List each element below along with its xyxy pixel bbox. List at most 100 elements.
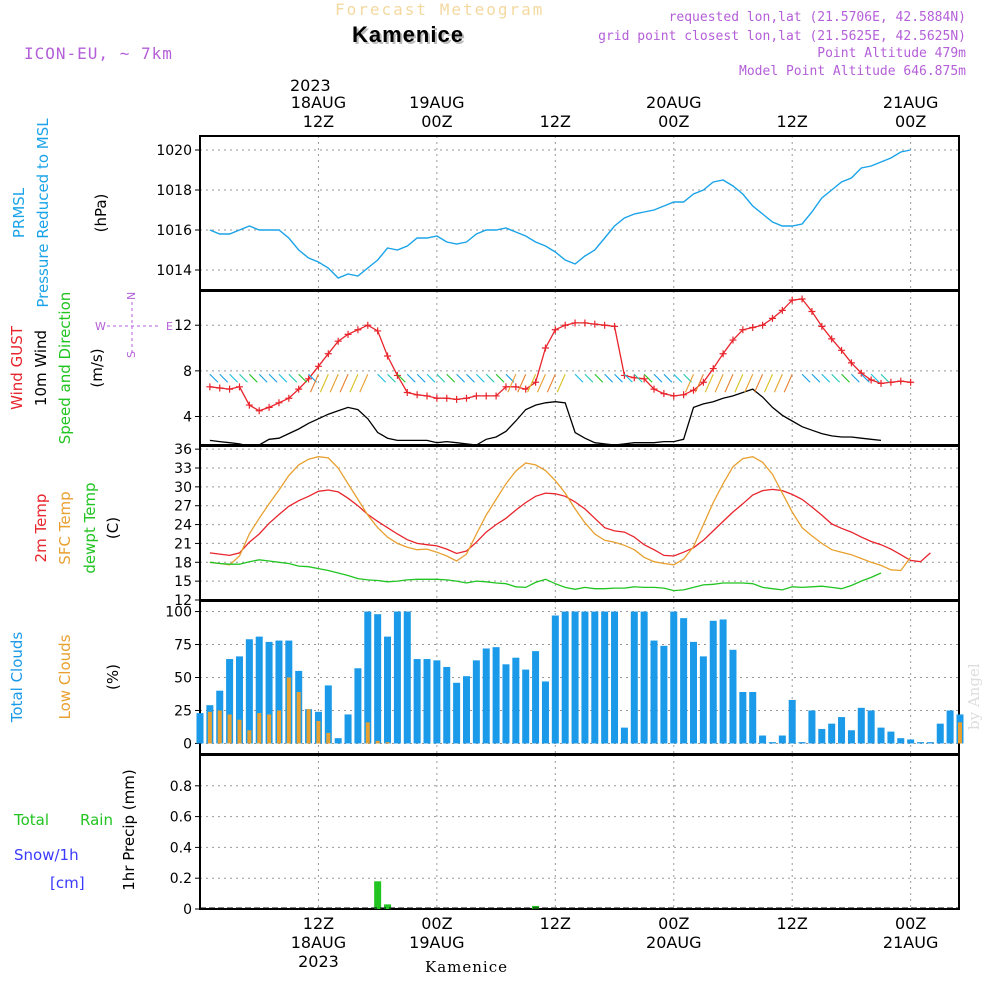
total-cloud-bar [670,611,678,744]
gust-marker [561,321,569,329]
wind-arrow [744,374,754,393]
gust-marker [581,319,589,327]
total-cloud-bar [433,660,441,744]
gust-marker [877,379,885,387]
wind-arrow [594,373,604,383]
low-cloud-bar [375,740,380,744]
total-cloud-bar [690,641,697,744]
ytick-label: 50 [174,671,192,687]
wind-arrow [507,374,517,393]
gust-marker [295,385,303,393]
compass-n: N [125,292,138,300]
panel-frame [199,445,960,601]
total-cloud-bar [926,742,934,744]
bottom-hour-label: 00Z [421,914,452,933]
gust-marker [364,321,372,329]
total-cloud-bar [630,611,638,744]
total-cloud-bar [917,742,925,744]
low-cloud-bar [267,714,272,744]
wind-arrow [239,373,248,383]
total-cloud-bar [699,656,707,744]
wind-arrow [258,373,268,383]
wind-arrow [673,373,683,383]
total-cloud-bar [601,611,609,744]
total-cloud-bar [907,739,915,744]
gust-marker [433,394,441,402]
wind-arrow [643,373,653,383]
gust-marker [739,326,747,334]
gust-marker [551,326,559,334]
footer-location: Kamenice [425,958,508,976]
wind-arrow [288,373,298,383]
wind-unit: (m/s) [88,348,106,387]
low-cloud-bar [237,719,242,744]
point-altitude: Point Altitude 479m [817,46,966,61]
compass-cross [107,302,160,352]
total-cloud-bar [384,636,392,744]
gust-marker [847,359,855,367]
total-cloud-bar [719,619,727,744]
wind-arrow [684,374,695,393]
total-cloud-bar [532,651,540,744]
wind-arrow [436,373,446,383]
bottom-hour-label: 00Z [658,914,689,933]
ytick-label: 12 [174,593,192,609]
precip-label-total: Total [13,811,49,829]
gust-marker [492,392,500,400]
pressure-unit: (hPa) [92,194,110,233]
wind-arrow [278,373,288,383]
compass-s: S [125,351,138,358]
top-hour-label: 12Z [303,112,334,131]
gust-marker [749,324,757,332]
compass-e: E [166,320,173,333]
ytick-label: 100 [165,605,192,621]
ytick-label: 33 [174,461,192,477]
bottom-hour-label: 00Z [895,914,926,933]
gust-marker [413,391,421,399]
total-cloud-bar [739,692,747,744]
cloud-label-b: Low Clouds [56,634,74,719]
wind-arrow [329,374,339,393]
precip-unit: 1hr Precip (mm) [120,769,138,890]
wind-arrow [319,374,329,393]
low-cloud-bar [385,742,390,744]
gust-marker [472,392,480,400]
total-cloud-bar [867,710,875,744]
total-cloud-bar [768,742,776,744]
wind-arrow [397,373,406,383]
wind-arrow [248,373,258,383]
gust-marker [591,320,599,328]
total-cloud-bar [660,645,668,744]
gust-marker [670,392,678,400]
total-cloud-bar [946,710,954,744]
low-cloud-bar [957,722,962,744]
total-cloud-bar [482,648,490,744]
ytick-label: 0.4 [170,840,192,856]
ytick-label: 21 [174,536,192,552]
gust-marker [502,383,510,391]
total-cloud-bar [936,723,944,744]
gust-marker [235,383,243,391]
temp-label-a: 2m Temp [32,494,50,563]
wind-arrow [714,374,724,393]
wind-arrow [734,374,744,393]
wind-arrow [377,373,387,383]
gust-marker [245,401,253,409]
wind-arrow [574,373,584,383]
wind-arrow [704,374,714,393]
total-cloud-bar [729,649,737,744]
total-cloud-bar [788,699,796,744]
wind-arrow [801,373,811,383]
gust-marker [699,378,707,386]
gust-marker [601,321,609,329]
gust-marker [759,321,767,329]
wind-arrow [268,373,278,383]
wind-arrow [229,373,238,383]
wind-arrow [811,373,821,383]
gust-marker [305,375,313,383]
gust-marker [857,369,865,377]
bottom-date-label: 20AUG [646,933,701,952]
ytick-label: 0 [183,902,192,918]
gust-marker [512,383,520,391]
ytick-label: 36 [174,442,192,458]
